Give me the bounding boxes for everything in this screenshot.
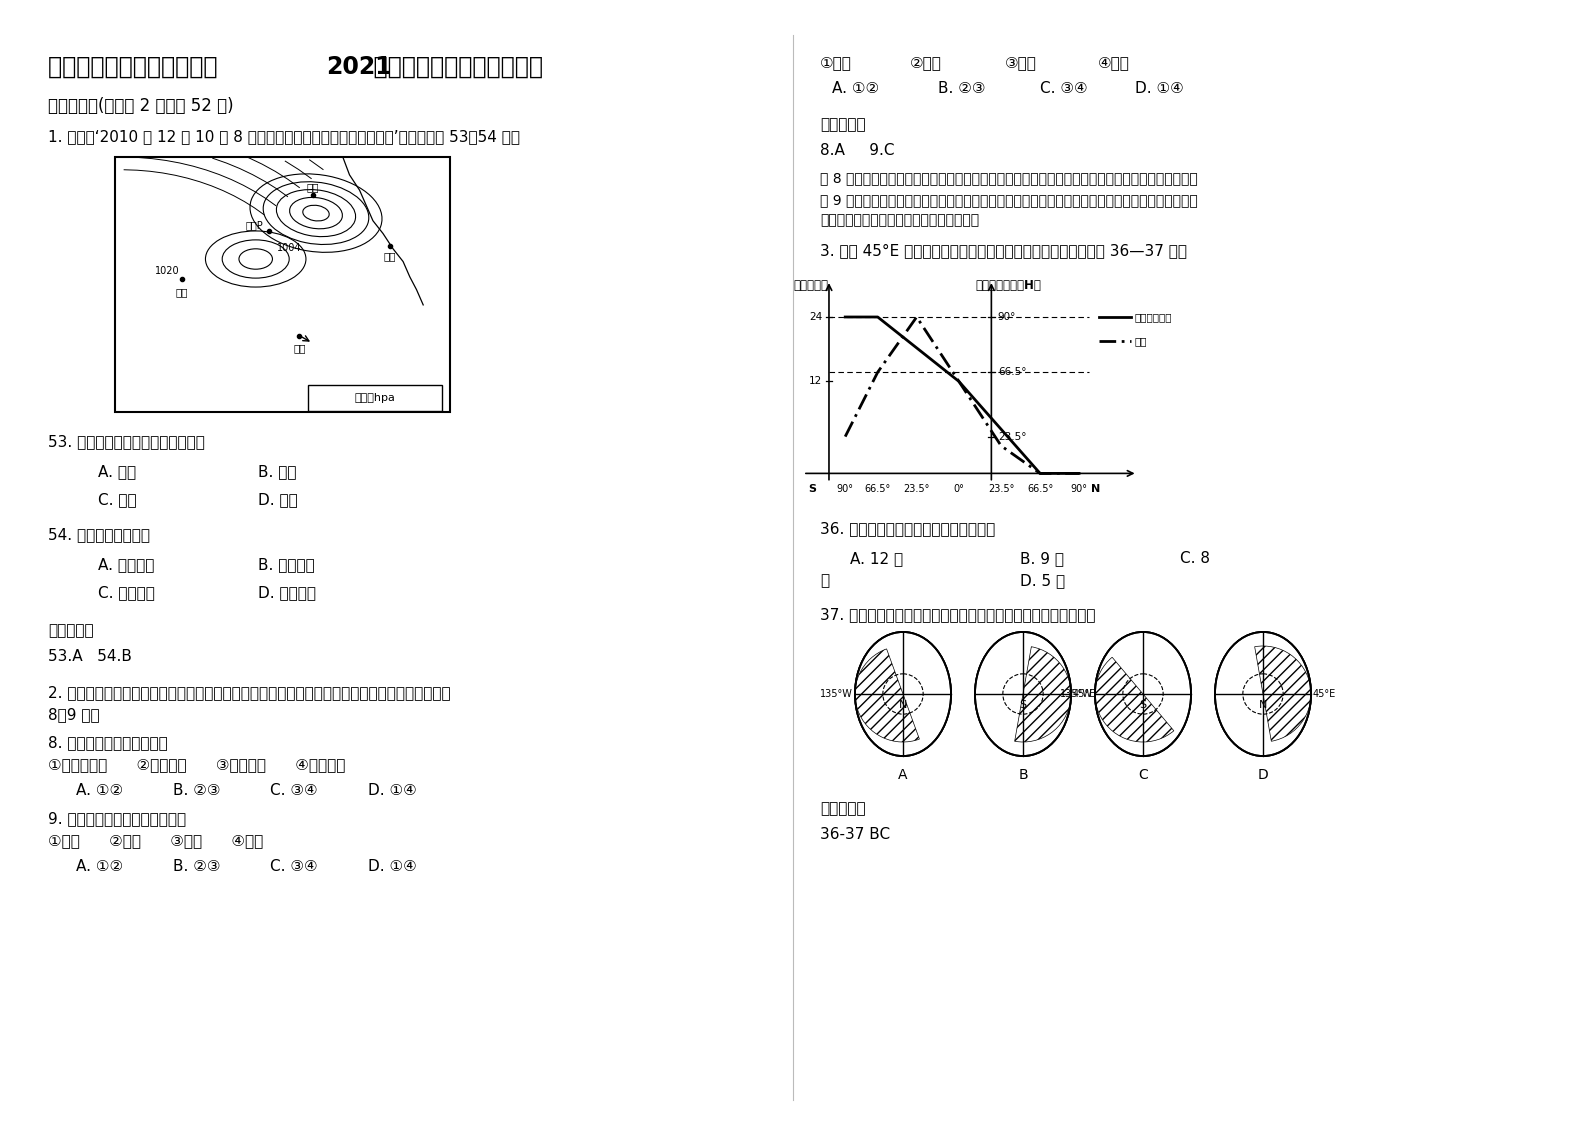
Text: 第 8 题，根据微商的定义，可知微商不需要实体商店，故微商冲击较大的是零售实体店和商业房产。: 第 8 题，根据微商的定义，可知微商不需要实体商店，故微商冲击较大的是零售实体店… xyxy=(820,171,1198,185)
Text: 66.5°: 66.5° xyxy=(1027,485,1054,495)
Text: A: A xyxy=(898,767,908,782)
Text: 23.5°: 23.5° xyxy=(989,485,1014,495)
Text: 昼长: 昼长 xyxy=(1135,335,1147,346)
Text: 66.5°: 66.5° xyxy=(998,367,1027,377)
Text: 135°W: 135°W xyxy=(1060,689,1093,699)
Text: S: S xyxy=(809,485,817,495)
Text: 西安: 西安 xyxy=(176,287,189,296)
Text: 9. 对微商影响较小的区位因素有: 9. 对微商影响较小的区位因素有 xyxy=(48,811,186,826)
Text: 45°E: 45°E xyxy=(1312,689,1336,699)
Text: 参考答案：: 参考答案： xyxy=(820,801,865,816)
Text: 0°: 0° xyxy=(954,485,965,495)
Text: 第 9 题，根据微商的定义，微商主要利用发达的通信和便利物流运输条件进行销售产品，不需要实体: 第 9 题，根据微商的定义，微商主要利用发达的通信和便利物流运输条件进行销售产品… xyxy=(820,193,1198,206)
Text: 一、选择题(每小题 2 分，共 52 分): 一、选择题(每小题 2 分，共 52 分) xyxy=(48,96,233,114)
Text: 2021: 2021 xyxy=(325,55,392,79)
Text: D: D xyxy=(1257,767,1268,782)
Text: 36. 此时国际标准时间（中时区区时）是: 36. 此时国际标准时间（中时区区时）是 xyxy=(820,521,995,536)
Text: B. 9 时: B. 9 时 xyxy=(1020,551,1063,565)
Text: D. ①④: D. ①④ xyxy=(368,783,417,798)
Text: 12: 12 xyxy=(809,376,822,386)
Text: C: C xyxy=(1138,767,1147,782)
Text: C. 天津: C. 天津 xyxy=(98,493,136,507)
Text: A. 12 时: A. 12 时 xyxy=(851,551,903,565)
Text: 年高二地理月考试卷含解析: 年高二地理月考试卷含解析 xyxy=(367,55,543,79)
Text: 正午太阳高度: 正午太阳高度 xyxy=(1135,312,1171,322)
Text: N: N xyxy=(1090,485,1100,495)
Text: 单位：hpa: 单位：hpa xyxy=(354,393,395,403)
Text: 锦州: 锦州 xyxy=(306,182,319,192)
Text: S: S xyxy=(1019,700,1027,710)
Text: 昼长（时）: 昼长（时） xyxy=(794,279,828,292)
Text: A. ①②: A. ①② xyxy=(76,859,124,874)
Text: A. 晴热干燥: A. 晴热干燥 xyxy=(98,557,154,572)
Text: 店，故地价和集聚等因素对微商影响很小。: 店，故地价和集聚等因素对微商影响很小。 xyxy=(820,213,979,227)
Text: 8. 下列受微商冲击较大的有: 8. 下列受微商冲击较大的有 xyxy=(48,735,168,749)
Text: 8、9 题。: 8、9 题。 xyxy=(48,707,100,721)
Text: 23.5°: 23.5° xyxy=(903,485,930,495)
FancyBboxPatch shape xyxy=(308,385,441,411)
Text: 浙江省绍兴市上虞城东中学: 浙江省绍兴市上虞城东中学 xyxy=(48,55,225,79)
Text: C. 高温多雨: C. 高温多雨 xyxy=(98,585,156,600)
Text: ①交通: ①交通 xyxy=(820,55,852,70)
Text: 1. 右图为‘2010 年 12 月 10 日 8 时亚洲局部地区海平面等压线示意图’。读图完成 53～54 题。: 1. 右图为‘2010 年 12 月 10 日 8 时亚洲局部地区海平面等压线示… xyxy=(48,129,521,144)
Text: B. 低温阴雨: B. 低温阴雨 xyxy=(259,557,314,572)
Text: A. 南京: A. 南京 xyxy=(98,465,136,479)
Text: 参考答案：: 参考答案： xyxy=(820,117,865,132)
Text: 时: 时 xyxy=(820,573,828,588)
Text: ②市场: ②市场 xyxy=(909,55,941,70)
Ellipse shape xyxy=(1216,632,1311,756)
Text: 53.A   54.B: 53.A 54.B xyxy=(48,649,132,664)
Ellipse shape xyxy=(1095,632,1190,756)
Text: B. 西安: B. 西安 xyxy=(259,465,297,479)
Text: 90°: 90° xyxy=(1071,485,1087,495)
Text: 66.5°: 66.5° xyxy=(865,485,890,495)
Text: 23.5°: 23.5° xyxy=(998,432,1027,442)
Text: S: S xyxy=(1139,700,1146,710)
Text: A. ①②: A. ①② xyxy=(832,81,879,96)
Text: ③集聚: ③集聚 xyxy=(1005,55,1036,70)
Text: 2. 微商是基于微信生态与社交为一体的新型电商模式，这种商业模式会对许多产业产生影响。完成: 2. 微商是基于微信生态与社交为一体的新型电商模式，这种商业模式会对许多产业产生… xyxy=(48,686,451,700)
Text: 正午太阳高度（H）: 正午太阳高度（H） xyxy=(974,279,1041,292)
Text: C. ③④: C. ③④ xyxy=(270,783,317,798)
Text: 45°E: 45°E xyxy=(1073,689,1097,699)
Text: 8.A     9.C: 8.A 9.C xyxy=(820,142,895,158)
Text: C. ③④: C. ③④ xyxy=(270,859,317,874)
Bar xyxy=(114,157,451,412)
Text: D. 风和日丽: D. 风和日丽 xyxy=(259,585,316,600)
Text: 53. 下列城市中，风向为西南风的是: 53. 下列城市中，风向为西南风的是 xyxy=(48,434,205,449)
Ellipse shape xyxy=(974,632,1071,756)
Text: ①零售实体店      ②商业地产      ③电信公司      ④航空公司: ①零售实体店 ②商业地产 ③电信公司 ④航空公司 xyxy=(48,757,346,772)
Text: 天津P: 天津P xyxy=(246,220,263,230)
Text: 135°W: 135°W xyxy=(820,689,852,699)
Text: 3. 读沿 45°E 经线各地某时刻正午太阳高度和昼长分布图，回答 36—37 题。: 3. 读沿 45°E 经线各地某时刻正午太阳高度和昼长分布图，回答 36—37 … xyxy=(820,243,1187,258)
Text: N: N xyxy=(898,700,908,710)
Text: 24: 24 xyxy=(809,312,822,322)
Text: 1004: 1004 xyxy=(278,243,302,254)
Text: D. 5 时: D. 5 时 xyxy=(1020,573,1065,588)
Text: ①交通      ②市场      ③集聚      ④地价: ①交通 ②市场 ③集聚 ④地价 xyxy=(48,833,263,848)
Text: B: B xyxy=(1019,767,1028,782)
Text: 1020: 1020 xyxy=(156,266,179,276)
Text: ④地价: ④地价 xyxy=(1098,55,1130,70)
Text: A. ①②: A. ①② xyxy=(76,783,124,798)
Text: 南京: 南京 xyxy=(294,343,306,352)
Text: 参考答案：: 参考答案： xyxy=(48,623,94,638)
Text: B. ②③: B. ②③ xyxy=(173,783,221,798)
Text: 首尔: 首尔 xyxy=(384,251,395,261)
Text: N: N xyxy=(1258,700,1266,710)
Text: C. 8: C. 8 xyxy=(1181,551,1209,565)
Text: D. ①④: D. ①④ xyxy=(368,859,417,874)
Text: 37. 与上图对应的太阳光照图正确的是（图中阴影部分表示黑夜）: 37. 与上图对应的太阳光照图正确的是（图中阴影部分表示黑夜） xyxy=(820,607,1095,622)
Text: 90°: 90° xyxy=(998,312,1016,322)
Text: 36-37 BC: 36-37 BC xyxy=(820,827,890,842)
Text: C. ③④: C. ③④ xyxy=(1039,81,1087,96)
Ellipse shape xyxy=(855,632,951,756)
Text: D. ①④: D. ①④ xyxy=(1135,81,1184,96)
Text: B. ②③: B. ②③ xyxy=(173,859,221,874)
Text: D. 首尔: D. 首尔 xyxy=(259,493,298,507)
Text: B. ②③: B. ②③ xyxy=(938,81,986,96)
Text: 54. 锦州的天气状况是: 54. 锦州的天气状况是 xyxy=(48,527,151,542)
Text: 90°: 90° xyxy=(836,485,854,495)
